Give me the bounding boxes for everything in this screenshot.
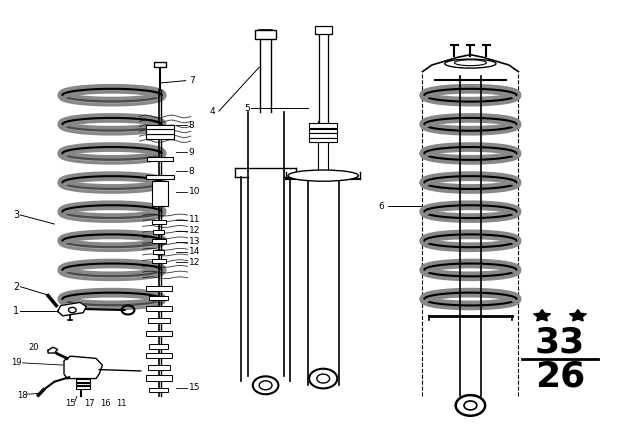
Bar	[153, 230, 164, 234]
Text: 7: 7	[189, 76, 195, 85]
Ellipse shape	[445, 59, 496, 68]
Bar	[255, 30, 276, 39]
Text: 10: 10	[189, 187, 200, 196]
Bar	[76, 386, 90, 389]
Text: 17: 17	[84, 399, 95, 408]
Text: 4: 4	[210, 108, 216, 116]
Bar	[152, 259, 166, 263]
Bar	[152, 220, 166, 224]
Text: 11: 11	[116, 399, 127, 408]
Bar	[146, 306, 172, 311]
Text: 2: 2	[13, 282, 19, 292]
Text: 11: 11	[189, 215, 200, 224]
Bar	[146, 129, 174, 134]
Text: 33: 33	[535, 326, 585, 360]
Bar	[309, 123, 337, 128]
Bar	[147, 318, 170, 323]
Text: 15: 15	[189, 383, 200, 392]
Bar	[146, 134, 174, 139]
Bar	[146, 125, 174, 129]
Bar	[309, 138, 337, 142]
Bar	[146, 353, 172, 358]
Text: 1: 1	[13, 306, 19, 316]
Bar	[76, 383, 90, 385]
Bar	[315, 26, 332, 34]
Text: 15: 15	[65, 399, 76, 408]
Text: 13: 13	[189, 237, 200, 246]
Text: 19: 19	[11, 358, 21, 367]
Text: 12: 12	[189, 258, 200, 267]
Text: 18: 18	[17, 391, 28, 400]
Polygon shape	[570, 310, 586, 321]
Text: 20: 20	[28, 343, 38, 352]
Bar	[146, 175, 174, 179]
Bar	[146, 286, 172, 291]
Text: 5: 5	[244, 104, 250, 113]
Polygon shape	[422, 55, 518, 72]
Bar	[309, 129, 337, 133]
Polygon shape	[48, 347, 58, 353]
Bar	[149, 296, 168, 300]
Text: 9: 9	[189, 148, 195, 157]
Bar	[147, 365, 170, 370]
Bar	[149, 388, 168, 392]
Bar	[76, 379, 90, 382]
Text: 3: 3	[13, 210, 19, 220]
Ellipse shape	[454, 60, 486, 65]
Bar	[154, 62, 166, 67]
Bar	[309, 133, 337, 138]
Bar	[152, 181, 168, 206]
Text: 12: 12	[189, 226, 200, 235]
Text: 8: 8	[189, 167, 195, 176]
Ellipse shape	[288, 170, 358, 181]
Text: 14: 14	[189, 247, 200, 256]
Bar	[149, 344, 168, 349]
Bar	[146, 331, 172, 336]
Text: 26: 26	[535, 359, 585, 393]
Bar	[153, 250, 164, 254]
Polygon shape	[58, 302, 86, 316]
Bar	[152, 239, 166, 243]
Text: 8: 8	[189, 121, 195, 130]
Bar	[146, 375, 172, 381]
Text: 16: 16	[100, 399, 111, 408]
Polygon shape	[64, 356, 102, 379]
Bar	[147, 157, 173, 161]
Text: 6: 6	[378, 202, 384, 211]
Polygon shape	[534, 310, 550, 321]
